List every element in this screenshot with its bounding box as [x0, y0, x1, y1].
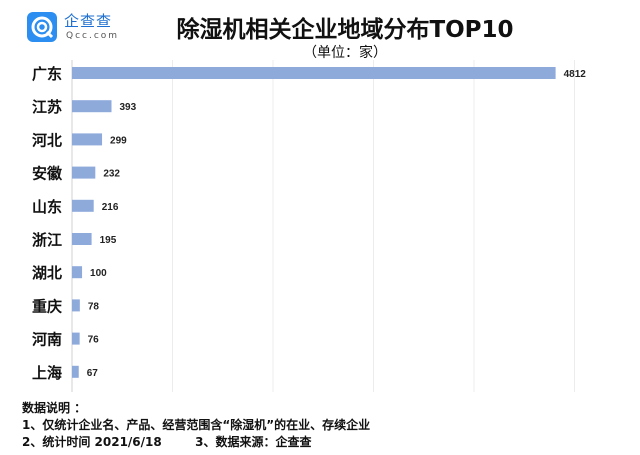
bar-6	[72, 266, 83, 279]
category-label: 湖北	[32, 264, 62, 282]
bar-1	[72, 100, 112, 113]
category-label: 浙江	[32, 231, 62, 249]
bar-9	[72, 365, 79, 378]
category-label: 河北	[32, 131, 62, 149]
notes-heading: 数据说明 ：	[22, 401, 87, 415]
data-label: 232	[103, 169, 120, 180]
data-notes: 数据说明 ： 1、仅统计企业名、产品、经营范围含“除湿机”的在业、存续企业 2、…	[22, 400, 370, 451]
category-label: 安徽	[32, 165, 63, 183]
notes-line-3: 3、数据来源：企查查	[195, 435, 312, 449]
data-label: 78	[88, 301, 100, 312]
data-label: 100	[90, 268, 107, 279]
bar-4	[72, 199, 94, 212]
data-label: 299	[110, 135, 127, 146]
data-label: 216	[102, 202, 119, 213]
category-label: 山东	[32, 198, 62, 216]
category-label: 江苏	[32, 98, 62, 116]
chart-subtitle: （单位：家）	[303, 45, 387, 61]
bar-5	[72, 233, 92, 245]
data-label: 67	[87, 368, 99, 379]
category-label: 上海	[32, 364, 62, 382]
logo-text: 企查查	[64, 12, 113, 30]
chart-title: 除湿机相关企业地域分布TOP10	[176, 17, 514, 43]
data-label: 76	[88, 335, 100, 346]
data-label: 393	[119, 102, 136, 113]
bar-8	[72, 332, 80, 345]
data-label: 195	[100, 235, 117, 246]
bar-0	[72, 67, 556, 79]
bar-7	[72, 299, 80, 312]
bar-2	[72, 133, 103, 146]
bar-3	[72, 166, 96, 179]
category-label: 广东	[32, 65, 62, 83]
logo-domain: Qcc.com	[66, 31, 120, 41]
category-label: 河南	[32, 331, 62, 349]
category-label: 重庆	[32, 297, 62, 315]
data-label: 4812	[564, 69, 587, 80]
qcc-logo-icon	[27, 12, 57, 42]
notes-line-1: 1、仅统计企业名、产品、经营范围含“除湿机”的在业、存续企业	[22, 418, 371, 432]
notes-line-2: 2、统计时间 2021/6/18	[22, 435, 162, 449]
